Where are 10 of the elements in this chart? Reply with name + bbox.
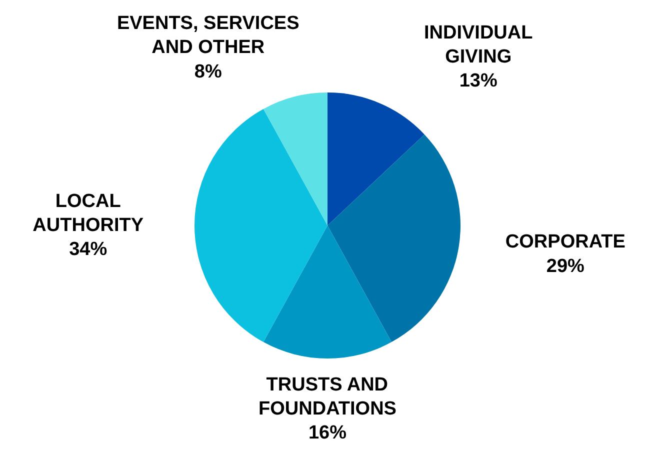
data-label: 34% (69, 239, 108, 260)
data-label: 13% (459, 70, 498, 92)
data-label: 16% (308, 422, 347, 444)
slice-label: LOCAL AUTHORITY (32, 190, 144, 236)
slice-label: TRUSTS AND FOUNDATIONS (258, 374, 396, 420)
slice-label: INDIVIDUAL GIVING (424, 22, 534, 68)
data-label: 8% (194, 61, 222, 82)
data-label: 29% (546, 256, 585, 277)
slice-label: CORPORATE (505, 232, 626, 253)
slice-label: EVENTS, SERVICES AND OTHER (116, 13, 300, 58)
